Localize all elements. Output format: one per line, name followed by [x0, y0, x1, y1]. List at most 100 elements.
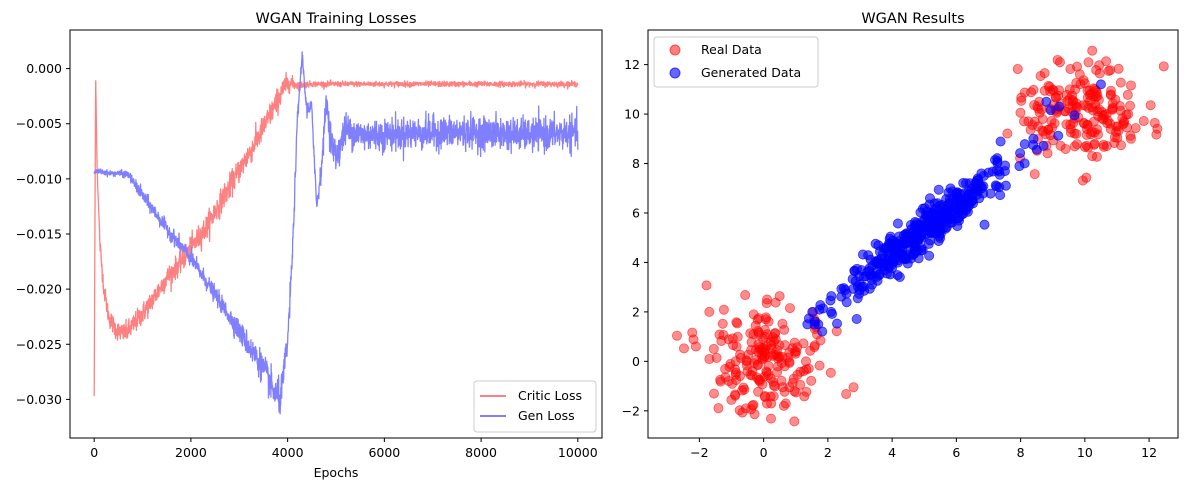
generated-data-point [995, 136, 1006, 147]
generated-data-point [1069, 110, 1080, 121]
results-x-tick-label: 2 [824, 445, 832, 460]
real-data-point [1087, 151, 1098, 162]
real-data-point [1105, 123, 1116, 134]
real-data-point [1125, 80, 1136, 91]
real-data-point [747, 400, 758, 411]
real-data-point [778, 400, 789, 411]
real-data-point [734, 405, 745, 416]
generated-data-point [832, 318, 843, 329]
real-data-point [841, 389, 852, 400]
generated-data-point [803, 313, 814, 324]
real-data-point [1065, 119, 1076, 130]
generated-data-point [985, 188, 996, 199]
real-data-point [723, 375, 734, 386]
real-data-point [1149, 117, 1160, 128]
real-data-point [766, 398, 777, 409]
real-data-point [1083, 57, 1094, 68]
generated-data-point [976, 168, 987, 179]
real-data-point [754, 374, 765, 385]
loss-y-tick-label: 0.000 [26, 61, 62, 76]
real-data-point [1019, 116, 1030, 127]
generated-data-point [990, 180, 1001, 191]
generated-data-point [826, 306, 837, 317]
loss-y-tick-label: −0.005 [16, 116, 62, 131]
real-data-point [1090, 99, 1101, 110]
real-data-point [1055, 140, 1066, 151]
generated-data-point [979, 219, 990, 230]
real-data-point [1074, 69, 1085, 80]
generated-data-point [987, 166, 998, 177]
loss-legend: Critic Loss Gen Loss [473, 380, 597, 433]
results-y-tick-label: 12 [624, 57, 640, 72]
critic-loss-line [93, 71, 579, 397]
legend-critic-label: Critic Loss [518, 388, 582, 403]
real-data-point [1105, 65, 1116, 76]
gen-loss-line [93, 51, 579, 415]
results-y-tick-label: −2 [622, 403, 640, 418]
generated-data-point [957, 194, 968, 205]
loss-chart: WGAN Training Losses 0 2000 4000 6000 8000 10… [16, 11, 603, 480]
generated-data-point [1015, 148, 1026, 159]
real-data-point [730, 390, 741, 401]
real-data-point [1039, 68, 1050, 79]
real-data-point [765, 391, 776, 402]
real-data-point [806, 375, 817, 386]
loss-x-ticks: 0 2000 4000 6000 8000 10000 [90, 438, 598, 460]
loss-x-tick-label: 4000 [272, 445, 304, 460]
real-data-point [1037, 125, 1048, 136]
legend-real-swatch [669, 44, 681, 56]
real-data-point [1121, 109, 1132, 120]
real-data-point [1125, 100, 1136, 111]
results-x-tick-label: 6 [952, 445, 960, 460]
results-legend-box [653, 36, 819, 88]
results-x-tick-label: −2 [690, 445, 708, 460]
generated-data-point [913, 234, 924, 245]
results-points-group [671, 45, 1169, 427]
loss-y-tick-label: −0.015 [16, 227, 62, 242]
real-data-point [1122, 122, 1133, 133]
real-data-point [1067, 90, 1078, 101]
real-data-point [1046, 116, 1057, 127]
real-data-point [805, 345, 816, 356]
results-x-tick-label: 8 [1017, 445, 1025, 460]
real-data-point [1019, 87, 1030, 98]
real-data-point [1105, 90, 1116, 101]
results-y-tick-label: 8 [632, 156, 640, 171]
generated-data-point [961, 178, 972, 189]
results-x-tick-label: 10 [1077, 445, 1093, 460]
real-data-point [1107, 104, 1118, 115]
generated-data-point [992, 156, 1003, 167]
generated-data-point [957, 202, 968, 213]
real-data-point [740, 290, 751, 301]
real-data-point [671, 330, 682, 341]
real-data-point [1145, 100, 1156, 111]
real-data-point [1078, 75, 1089, 86]
legend-generated-label: Generated Data [701, 65, 801, 80]
real-data-point [1097, 107, 1108, 118]
real-data-point [1158, 61, 1169, 72]
results-y-tick-label: 2 [632, 304, 640, 319]
generated-data-point [826, 291, 837, 302]
generated-data-point [895, 241, 906, 252]
results-chart-frame [647, 29, 1179, 439]
real-data-point [1069, 128, 1080, 139]
generated-data-point [857, 249, 868, 260]
generated-data-point [858, 281, 869, 292]
real-data-point [1065, 127, 1076, 138]
loss-chart-title: WGAN Training Losses [255, 11, 416, 27]
real-data-point [1113, 63, 1124, 74]
loss-legend-box [473, 380, 597, 433]
results-y-tick-label: 6 [632, 205, 640, 220]
loss-y-tick-label: −0.030 [16, 392, 62, 407]
real-data-point [688, 334, 699, 345]
real-data-point [1002, 128, 1013, 139]
generated-data-point [847, 274, 858, 285]
real-data-point [1016, 92, 1027, 103]
generated-data-point [909, 221, 920, 232]
real-data-point [1069, 141, 1080, 152]
real-data-point [1015, 107, 1026, 118]
real-data-point [1087, 45, 1098, 56]
real-data-point [801, 386, 812, 397]
real-data-point [763, 370, 774, 381]
real-data-point [678, 343, 689, 354]
